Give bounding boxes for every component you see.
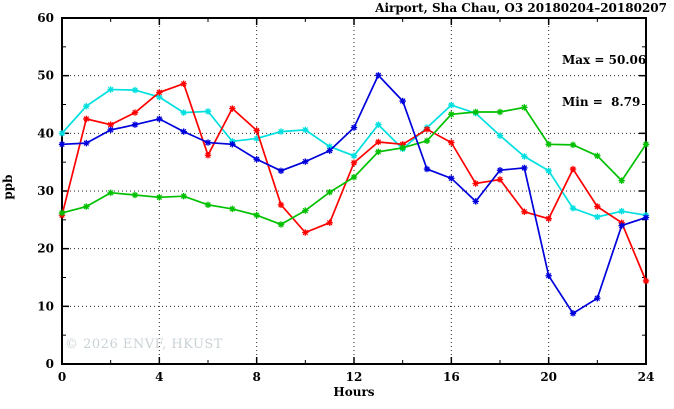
- x-tick-label: 12: [346, 370, 363, 384]
- x-tick-label: 0: [58, 370, 66, 384]
- x-tick-label: 4: [155, 370, 163, 384]
- y-tick-label: 60: [37, 11, 54, 25]
- blue-line-markers: [58, 72, 650, 317]
- cyan-line-markers: [58, 86, 650, 221]
- y-tick-label: 50: [37, 69, 54, 83]
- plot-border: [61, 17, 647, 365]
- y-tick-label: 30: [37, 184, 54, 198]
- x-tick-label: 16: [443, 370, 460, 384]
- y-tick-label: 20: [37, 242, 54, 256]
- green-line-markers: [58, 104, 650, 228]
- max-annotation: Max = 50.06: [562, 53, 647, 67]
- min-annotation: Min = 8.79: [562, 95, 641, 109]
- y-tick-label: 40: [37, 126, 54, 140]
- x-tick-label: 24: [638, 370, 655, 384]
- stats-annotation: Max = 50.06 Min = 8.79: [562, 25, 646, 123]
- y-axis-label: ppb: [1, 174, 15, 200]
- chart-title: Airport, Sha Chau, O3 20180204–20180207: [375, 1, 667, 15]
- x-axis-label: Hours: [333, 385, 375, 399]
- watermark: © 2026 ENVF, HKUST: [65, 337, 223, 352]
- y-tick-label: 10: [37, 299, 54, 313]
- x-tick-label: 20: [540, 370, 557, 384]
- y-tick-label: 0: [46, 357, 54, 371]
- x-tick-label: 8: [252, 370, 260, 384]
